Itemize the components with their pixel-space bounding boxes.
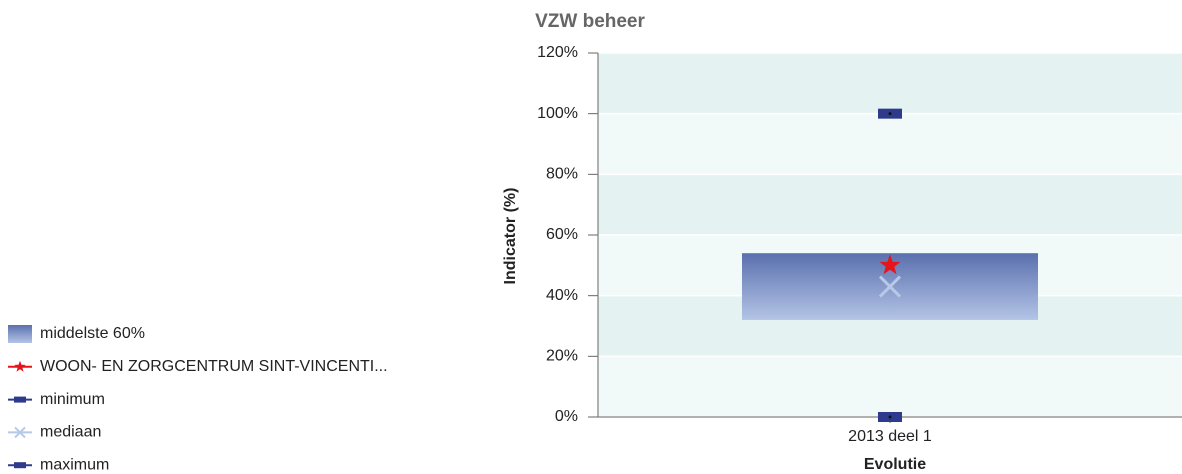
plot-band [598, 113, 1182, 175]
y-axis-label: Indicator (%) [502, 188, 519, 285]
y-tick-label: 60% [546, 226, 578, 243]
chart-title: VZW beheer [535, 11, 645, 32]
dash-dot [888, 415, 892, 419]
legend-label: WOON- EN ZORGCENTRUM SINT-VINCENTI... [40, 358, 388, 375]
legend-label: mediaan [40, 424, 101, 441]
legend-marker [14, 396, 26, 403]
x-axis-label: Evolutie [864, 456, 926, 473]
star-marker [879, 254, 901, 275]
legend-marker [14, 462, 26, 469]
y-tick-label: 0% [555, 408, 578, 425]
plot-band [598, 356, 1182, 417]
y-tick-label: 120% [537, 44, 578, 61]
legend-label: minimum [40, 391, 105, 408]
cross-marker [878, 275, 902, 298]
dash-dot [888, 112, 892, 116]
legend-marker [14, 360, 26, 372]
x-tick-label: 2013 deel 1 [848, 428, 932, 445]
y-tick-label: 40% [546, 287, 578, 304]
legend-label: maximum [40, 456, 109, 473]
plot-band [598, 174, 1182, 235]
legend-label: middelste 60% [40, 325, 145, 342]
y-tick-label: 20% [546, 348, 578, 365]
legend-swatch [8, 325, 32, 343]
legend-marker [14, 426, 26, 439]
y-tick-label: 80% [546, 166, 578, 183]
y-tick-label: 100% [537, 105, 578, 122]
plot-band [598, 53, 1182, 114]
